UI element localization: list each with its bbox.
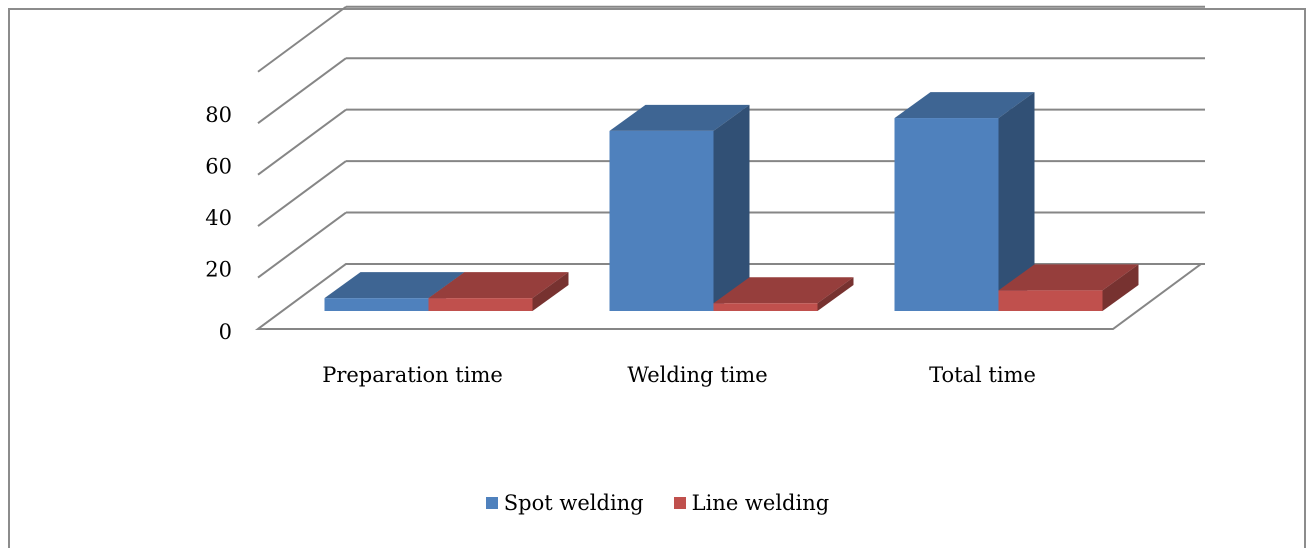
bar-top-face: [713, 277, 854, 304]
bar-line-welding-preparation-time: [428, 272, 569, 311]
y-tick-label-60: 60: [205, 155, 232, 179]
legend-swatch-line-welding: [673, 497, 686, 509]
bar-front-face: [324, 298, 429, 311]
bar-front-face: [713, 303, 818, 311]
bar-spot-welding-total-time: [894, 92, 1035, 311]
bar-top-face: [894, 92, 1035, 119]
legend: Spot welding Line welding: [0, 491, 1315, 515]
legend-item-spot-welding: Spot welding: [485, 491, 644, 515]
bar-side-face: [713, 104, 750, 311]
bar-line-welding-total-time: [998, 264, 1139, 311]
gridline-diagonal-60: [257, 108, 347, 176]
y-tick-label-20: 20: [205, 258, 232, 282]
x-tick-label-preparation-time: Preparation time: [322, 363, 503, 387]
bar-front-face: [894, 118, 999, 311]
y-tick-label-0: 0: [219, 320, 232, 344]
legend-swatch-spot-welding: [485, 497, 498, 509]
bar-top-face: [998, 264, 1139, 291]
gridline-diagonal-40: [257, 160, 347, 227]
bar-line-welding-welding-time: [713, 277, 854, 311]
bar-spot-welding-welding-time: [609, 104, 750, 311]
bars: [324, 92, 1139, 311]
x-tick-label-welding-time: Welding time: [627, 363, 767, 387]
y-axis-ticks: 0 20 40 60 80: [205, 103, 232, 344]
bar-side-face: [1102, 264, 1139, 311]
bar-top-face: [324, 272, 465, 299]
bar-side-face: [817, 277, 854, 311]
y-tick-label-80: 80: [205, 103, 232, 127]
bar-side-face: [532, 272, 569, 311]
bar-front-face: [609, 130, 714, 311]
gridline-diagonal-80: [257, 57, 347, 125]
bar-top-face: [609, 104, 750, 131]
bar-front-face: [998, 290, 1103, 311]
legend-label-spot-welding: Spot welding: [503, 491, 644, 515]
x-axis-labels: Preparation time Welding time Total time: [322, 363, 1036, 387]
bar-front-face: [428, 298, 533, 311]
gridline-diagonal-20: [257, 211, 347, 279]
bar-side-face: [998, 92, 1035, 311]
legend-item-line-welding: Line welding: [673, 491, 830, 515]
gridline-diagonal-top: [257, 5, 347, 73]
bar-top-face: [428, 272, 569, 299]
x-tick-label-total-time: Total time: [929, 363, 1036, 387]
legend-label-line-welding: Line welding: [691, 491, 830, 515]
y-tick-label-40: 40: [205, 206, 232, 230]
